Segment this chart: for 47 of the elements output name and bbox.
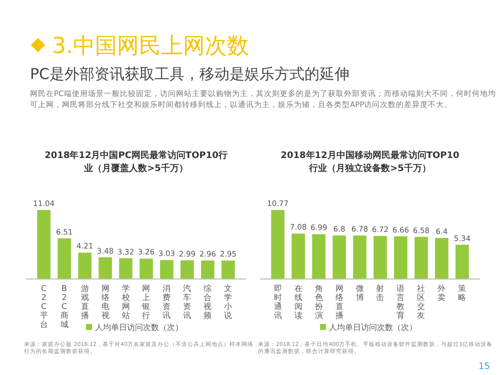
bar bbox=[374, 236, 387, 279]
text: PC是外部资讯获取工具，移动是娱乐方式的延伸 bbox=[30, 65, 350, 83]
x-tick-label: 综合视频 bbox=[204, 284, 212, 320]
x-tick-label: 策略 bbox=[458, 284, 466, 302]
text: 15 bbox=[478, 362, 490, 372]
x-tick-label: 汽车资讯 bbox=[183, 284, 192, 320]
bar bbox=[456, 244, 469, 279]
bar bbox=[37, 210, 50, 279]
x-tick-label: 网络直播 bbox=[335, 284, 344, 320]
bar bbox=[414, 236, 428, 279]
bar bbox=[180, 260, 194, 279]
legend-label: 人均单日访问次数（次） bbox=[95, 323, 183, 332]
bar bbox=[78, 252, 92, 279]
x-tick-label: 微博 bbox=[356, 284, 364, 302]
bar bbox=[119, 258, 132, 279]
bar bbox=[222, 260, 235, 279]
legend-label: 人均单日访问次数（次） bbox=[329, 323, 417, 332]
x-tick-label: 在线阅读 bbox=[294, 284, 302, 320]
bar bbox=[140, 258, 153, 279]
x-tick-label: 游戏直播 bbox=[80, 284, 89, 320]
bar bbox=[58, 238, 71, 279]
bar bbox=[201, 260, 214, 279]
x-tick-label: 外卖 bbox=[438, 284, 446, 302]
bar bbox=[271, 210, 284, 279]
x-tick-label: 消费资讯 bbox=[162, 284, 171, 320]
x-tick-label: 网络电视 bbox=[101, 284, 110, 320]
x-tick-label: 网上银行 bbox=[141, 284, 150, 320]
x-tick-label: 文学小说 bbox=[224, 284, 232, 320]
x-tick-label: 社区交友 bbox=[417, 284, 426, 320]
x-tick-label: 角色扮演 bbox=[314, 284, 323, 320]
bar bbox=[312, 234, 326, 279]
x-tick-label: 学校网站 bbox=[120, 284, 130, 320]
bar bbox=[394, 236, 408, 279]
x-tick-label: 射击 bbox=[376, 284, 384, 302]
bar bbox=[332, 235, 346, 279]
chart-title: 2018年12月中国移动网民最常访问TOP10行业（月独立设备数>5千万） bbox=[280, 150, 460, 174]
bar bbox=[353, 236, 366, 279]
x-tick-label: C2C平台 bbox=[40, 284, 48, 329]
bar bbox=[292, 234, 305, 279]
x-tick-label: 语言教育 bbox=[396, 284, 405, 320]
bar bbox=[98, 257, 112, 279]
bar bbox=[160, 260, 174, 279]
bar bbox=[435, 238, 448, 279]
text: 3.中国网民上网次数 bbox=[52, 34, 249, 59]
chart-title: 2018年12月中国PC网民最常访问TOP10行业（月覆盖人数>5千万） bbox=[44, 150, 228, 174]
x-tick-label: 即时通讯 bbox=[274, 284, 282, 320]
x-tick-label: B2C商城 bbox=[59, 284, 68, 329]
